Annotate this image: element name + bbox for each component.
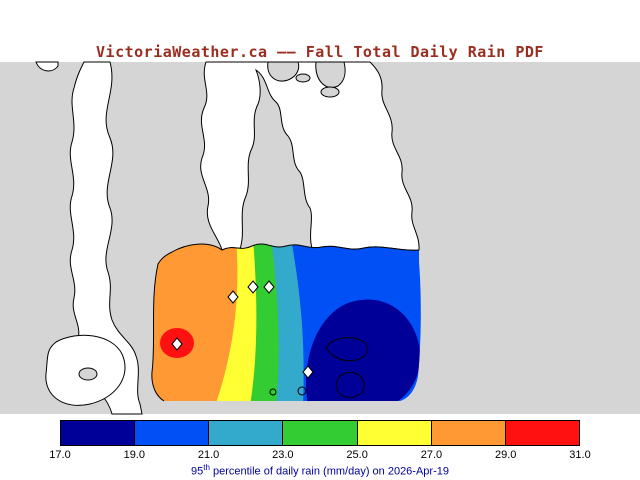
water-top-left-notch bbox=[35, 61, 59, 72]
island-3 bbox=[78, 367, 98, 381]
colorbar-segment bbox=[504, 421, 579, 445]
island-1 bbox=[320, 86, 340, 98]
station-marker bbox=[263, 280, 275, 294]
colorbar-tick-label: 29.0 bbox=[494, 449, 517, 461]
data-region-coastline bbox=[151, 243, 420, 402]
contour-field bbox=[151, 244, 421, 401]
map-land-details bbox=[78, 61, 346, 381]
lake-outline-1 bbox=[325, 337, 369, 362]
colorbar-tick-label: 19.0 bbox=[123, 449, 145, 461]
station-marker bbox=[171, 337, 183, 351]
caption-text: percentile of daily rain (mm/day) on 202… bbox=[209, 465, 449, 478]
station-markers bbox=[171, 280, 314, 379]
colorbar-segment bbox=[430, 421, 505, 445]
colorbar-segment bbox=[282, 421, 357, 445]
promontory-2 bbox=[315, 61, 346, 88]
caption-superscript: th bbox=[203, 463, 210, 472]
lake-outline-4 bbox=[269, 388, 277, 396]
colorbar-tick-label: 17.0 bbox=[49, 449, 71, 461]
contour-band-27-29 bbox=[151, 244, 238, 401]
colorbar-segment bbox=[208, 421, 283, 445]
contour-band-17-19 bbox=[305, 299, 420, 401]
page-title: VictoriaWeather.ca –– Fall Total Daily R… bbox=[96, 43, 544, 61]
lake-outline-3 bbox=[297, 386, 307, 396]
island-2 bbox=[295, 73, 311, 83]
peninsula bbox=[239, 68, 313, 250]
station-marker bbox=[247, 280, 259, 294]
colorbar-segment bbox=[61, 421, 135, 445]
caption-number: 95 bbox=[191, 465, 204, 478]
colorbar-ticks: 17.0 19.0 21.0 23.0 25.0 27.0 29.0 31.0 bbox=[49, 449, 590, 462]
colorbar-caption: 95th percentile of daily rain (mm/day) o… bbox=[0, 463, 640, 478]
colorbar bbox=[60, 420, 580, 446]
colorbar-tick-label: 23.0 bbox=[272, 449, 294, 461]
colorbar-segment bbox=[134, 421, 209, 445]
colorbar-segments bbox=[61, 421, 579, 445]
colorbar-tick-label: 21.0 bbox=[197, 449, 220, 461]
lake-outline-2 bbox=[336, 372, 365, 398]
colorbar-tick-label: 27.0 bbox=[420, 449, 443, 461]
colorbar-tick-label: 31.0 bbox=[569, 449, 591, 461]
promontory-1 bbox=[267, 61, 300, 82]
station-marker bbox=[302, 365, 314, 379]
colorbar-segment bbox=[356, 421, 431, 445]
colorbar-tick-label: 25.0 bbox=[346, 449, 368, 461]
station-marker bbox=[227, 290, 239, 304]
